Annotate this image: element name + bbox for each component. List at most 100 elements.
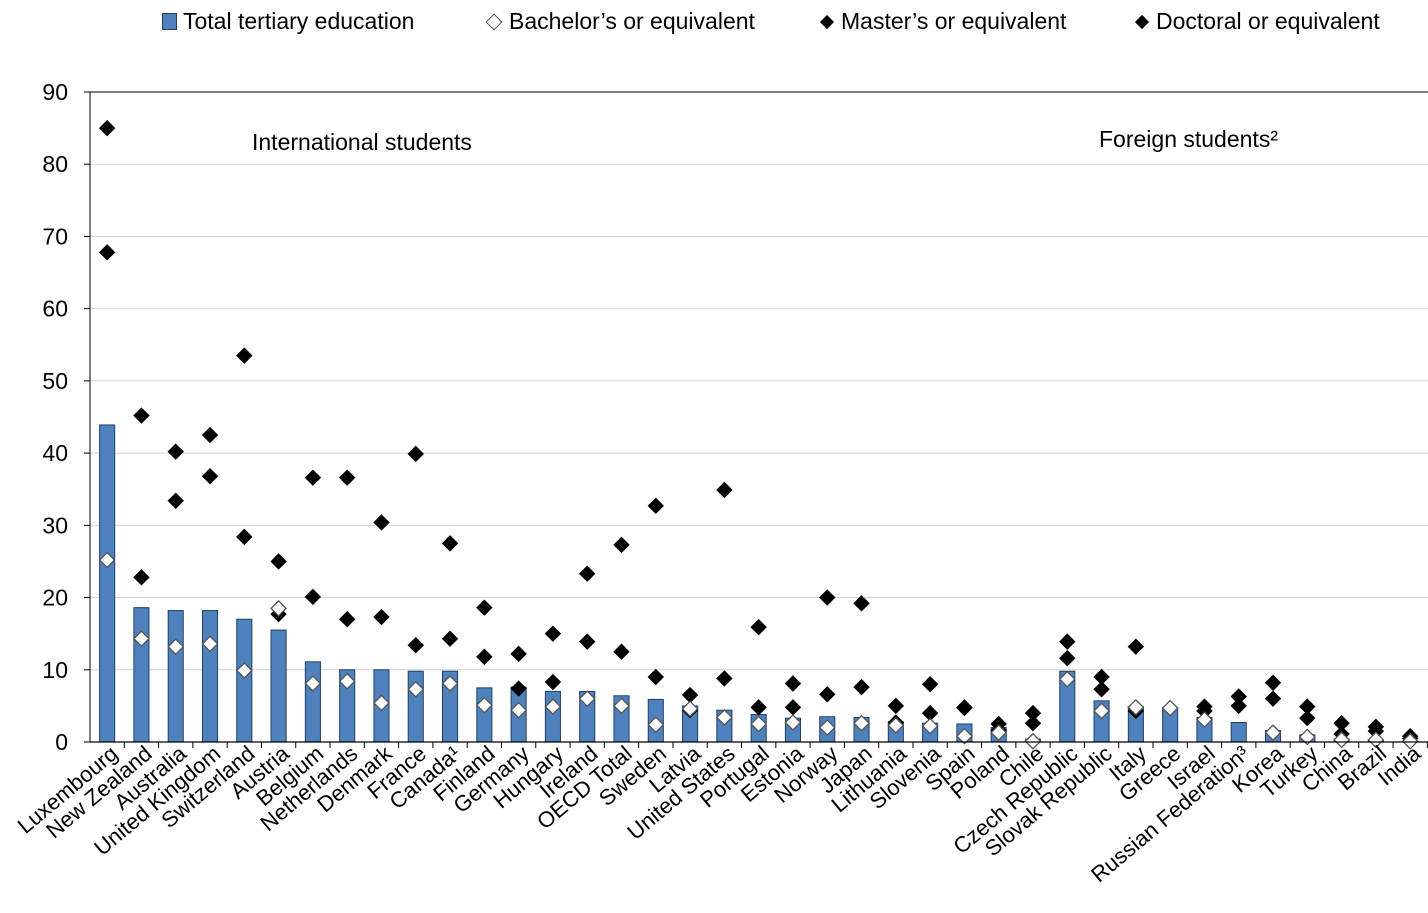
- marker-series: [98, 119, 1419, 750]
- bachelor-point: [441, 675, 459, 692]
- bachelor-point: [1161, 699, 1179, 717]
- bachelor-point: [167, 638, 185, 656]
- master-point: [613, 643, 630, 660]
- master-point: [510, 680, 527, 697]
- legend: Total tertiary education Bachelor’s or e…: [0, 8, 1428, 40]
- doctoral-point: [510, 645, 527, 663]
- bachelor-point: [1367, 731, 1385, 749]
- doctoral-point: [921, 676, 939, 693]
- bachelor-point: [270, 599, 288, 617]
- master-point: [1059, 650, 1076, 667]
- master-point: [304, 588, 322, 606]
- legend-item-total: Total tertiary education: [162, 8, 414, 35]
- bachelor-point: [1127, 698, 1145, 716]
- bachelor-point: [784, 714, 802, 731]
- y-tick-label: 20: [42, 585, 68, 611]
- doctoral-point: [201, 426, 219, 444]
- bachelor-point: [887, 716, 905, 734]
- doctoral-point: [476, 599, 493, 616]
- legend-label-master: Master’s or equivalent: [841, 8, 1067, 34]
- bar: [99, 424, 116, 743]
- bar: [167, 610, 184, 743]
- y-tick-label: 50: [42, 368, 68, 394]
- master-point: [544, 673, 562, 691]
- bachelor-point: [613, 697, 630, 715]
- master-point: [784, 699, 802, 716]
- master-point: [1093, 681, 1110, 698]
- annotation-foreign: Foreign students²: [1099, 126, 1278, 152]
- legend-item-doctoral: Doctoral or equivalent: [1133, 8, 1380, 35]
- bachelor-point: [304, 675, 322, 692]
- bachelor-point: [818, 719, 836, 736]
- bachelor-point: [133, 630, 150, 648]
- doctoral-point: [98, 119, 116, 137]
- master-point: [716, 670, 733, 687]
- bachelor-point: [338, 672, 356, 690]
- bachelor-point: [235, 662, 253, 679]
- bachelor-point: [201, 635, 219, 653]
- y-tick-label: 10: [42, 657, 68, 683]
- doctoral-point: [441, 535, 459, 552]
- bachelor-point: [715, 709, 733, 726]
- legend-label-bachelor: Bachelor’s or equivalent: [509, 8, 755, 34]
- doctoral-point: [407, 445, 424, 463]
- bachelor-point: [475, 696, 493, 714]
- open-diamond-icon: [485, 13, 503, 30]
- axes: [84, 91, 1428, 748]
- doctoral-point: [338, 469, 356, 486]
- master-point: [819, 686, 836, 703]
- doctoral-point: [853, 595, 870, 612]
- master-point: [476, 648, 493, 665]
- doctoral-point: [784, 675, 802, 692]
- y-tick-label: 60: [42, 296, 68, 322]
- y-tick-label: 0: [55, 729, 68, 755]
- bachelor-point: [647, 716, 665, 734]
- bachelor-point: [98, 551, 116, 569]
- doctoral-point: [236, 347, 253, 364]
- master-point: [647, 668, 665, 686]
- master-point: [1299, 709, 1316, 727]
- bachelor-point: [1058, 670, 1076, 688]
- doctoral-point: [887, 697, 905, 715]
- doctoral-point: [133, 407, 150, 424]
- legend-swatch-bar: [162, 13, 177, 30]
- doctoral-point: [373, 514, 390, 531]
- doctoral-point: [304, 469, 322, 486]
- filled-diamond-icon: [1134, 14, 1150, 29]
- doctoral-point: [750, 618, 767, 636]
- bachelor-point: [921, 717, 939, 735]
- doctoral-point: [647, 497, 665, 515]
- y-tick-label: 70: [42, 223, 68, 249]
- y-tick-label: 30: [42, 512, 68, 538]
- legend-item-bachelor: Bachelor’s or equivalent: [484, 8, 755, 35]
- master-point: [956, 699, 973, 717]
- master-point: [579, 633, 596, 650]
- bar: [304, 661, 321, 743]
- master-point: [373, 608, 390, 626]
- doctoral-point: [1059, 633, 1076, 650]
- bar: [133, 607, 150, 743]
- doctoral-point: [1127, 638, 1145, 655]
- y-tick-label: 80: [42, 151, 68, 177]
- master-point: [1264, 690, 1282, 707]
- doctoral-point: [167, 443, 184, 460]
- master-point: [201, 468, 219, 485]
- y-tick-labels: 0 10 20 30 40 50 60 70 80 90: [42, 79, 68, 755]
- bachelor-point: [373, 694, 390, 712]
- master-point: [853, 678, 870, 696]
- doctoral-point: [544, 625, 562, 642]
- bachelor-point: [1196, 711, 1213, 729]
- y-tick-label: 40: [42, 440, 68, 466]
- master-point: [98, 244, 116, 261]
- doctoral-point: [579, 565, 596, 582]
- master-point: [133, 569, 150, 586]
- bachelor-point: [510, 701, 528, 719]
- master-point: [750, 699, 767, 716]
- bachelor-point: [853, 714, 870, 732]
- bar: [476, 687, 493, 743]
- bachelor-point: [750, 715, 768, 733]
- doctoral-point: [681, 686, 699, 704]
- legend-label-doctoral: Doctoral or equivalent: [1156, 8, 1380, 34]
- bachelor-point: [1333, 731, 1351, 749]
